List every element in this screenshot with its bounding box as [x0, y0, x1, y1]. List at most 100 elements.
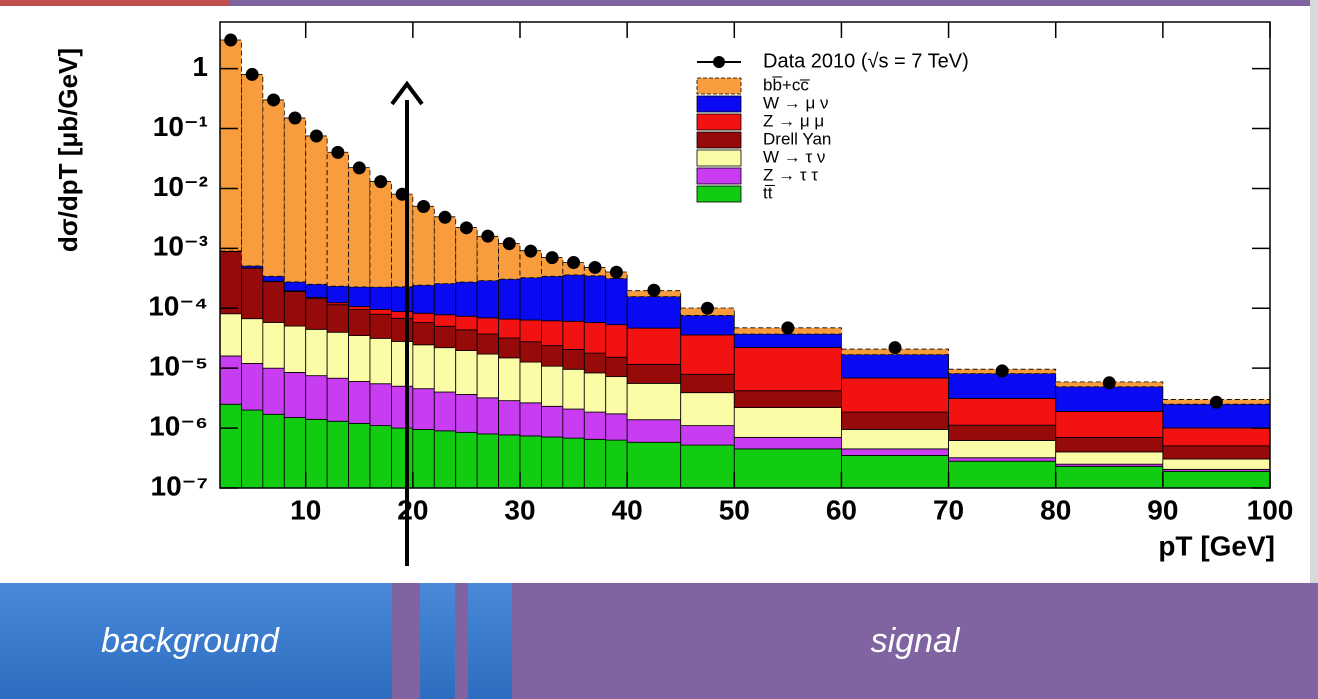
x-tick-label: 30 — [504, 494, 535, 525]
data-point — [888, 341, 902, 355]
histogram-bar — [433, 283, 457, 316]
legend-label: Data 2010 (√s = 7 TeV) — [763, 50, 969, 72]
histogram-bar — [262, 322, 285, 369]
histogram-bar — [605, 356, 628, 378]
histogram-bar — [583, 275, 607, 323]
histogram-bar — [841, 429, 949, 450]
histogram-bar — [583, 372, 607, 413]
histogram-bar — [305, 135, 328, 285]
histogram-bar — [283, 325, 307, 373]
x-tick-label: 90 — [1147, 494, 1178, 525]
stripe — [468, 583, 512, 699]
data-point — [502, 237, 516, 251]
data-point — [374, 175, 388, 189]
histogram-bar — [412, 322, 435, 346]
histogram-bar — [519, 361, 542, 404]
x-tick-label: 80 — [1040, 494, 1071, 525]
histogram-bar — [283, 281, 307, 292]
y-tick-label: 10⁻⁷ — [151, 470, 208, 501]
histogram-bar — [262, 99, 285, 277]
histogram-bar — [455, 315, 478, 331]
histogram-bar — [605, 278, 628, 326]
histogram-bar — [948, 457, 1057, 462]
histogram-bar — [1055, 436, 1164, 453]
legend-marker — [713, 56, 725, 68]
data-point — [267, 93, 281, 107]
legend-swatch — [696, 149, 742, 167]
legend-swatch — [696, 95, 742, 113]
data-point — [1209, 395, 1223, 409]
histogram-bar — [605, 376, 628, 415]
histogram-bar — [680, 334, 735, 375]
histogram-bar — [948, 398, 1057, 426]
histogram-bar — [262, 413, 285, 488]
data-point — [588, 260, 602, 274]
histogram-bar — [476, 333, 499, 355]
histogram-bar — [476, 353, 499, 399]
histogram-bar — [476, 397, 499, 435]
histogram-bar — [541, 345, 564, 367]
y-tick-label: 10⁻² — [153, 171, 208, 202]
histogram-bar — [391, 340, 414, 387]
histogram-bar — [455, 227, 478, 283]
legend-swatch — [696, 167, 742, 185]
histogram-bar — [369, 337, 392, 385]
x-tick-label: 40 — [612, 494, 643, 525]
data-point — [224, 33, 238, 47]
histogram-bar — [1055, 451, 1164, 465]
histogram-bar — [326, 285, 349, 304]
histogram-bar — [948, 460, 1057, 488]
histogram-bar — [262, 367, 285, 415]
histogram-bar — [562, 368, 585, 410]
histogram-bar — [841, 455, 949, 488]
histogram-bar — [283, 291, 307, 327]
histogram-bar — [326, 304, 349, 333]
histogram-bar — [1055, 386, 1164, 412]
histogram-bar — [369, 425, 392, 488]
histogram-bar — [498, 337, 521, 359]
histogram-bar — [498, 318, 521, 339]
histogram-bar — [262, 275, 285, 282]
histogram-bar — [680, 425, 735, 446]
x-axis-label: pT [GeV] — [1158, 530, 1275, 561]
histogram-bar — [1162, 427, 1270, 447]
histogram-bar — [541, 320, 564, 347]
legend-swatch — [696, 131, 742, 149]
histogram-bar — [220, 355, 242, 405]
legend-swatch — [696, 113, 742, 131]
y-axis-label: dσ/dpT [μb/GeV] — [53, 48, 83, 252]
data-point — [352, 161, 366, 175]
x-tick-label: 60 — [826, 494, 857, 525]
x-tick-label: 70 — [933, 494, 964, 525]
histogram-bar — [841, 354, 949, 379]
histogram-bar — [241, 318, 264, 364]
histogram-bar — [391, 311, 414, 319]
data-point — [609, 265, 623, 279]
histogram-bar — [220, 313, 242, 357]
histogram-bar — [412, 312, 435, 324]
histogram-bar — [626, 363, 682, 384]
histogram-bar — [733, 436, 842, 450]
background-label: background — [101, 622, 279, 660]
histogram-bar — [433, 391, 457, 432]
data-point — [781, 321, 795, 335]
histogram-bar — [369, 313, 392, 339]
x-tick-label: 10 — [290, 494, 321, 525]
histogram-bar — [369, 383, 392, 427]
histogram-bar — [519, 341, 542, 363]
chart: dσ/dpT [μb/GeV] pT [GeV] 10⁻⁷ 10⁻⁶ 10⁻⁵ 10⁻… — [52, 21, 1294, 566]
histogram-bar — [455, 281, 478, 317]
plot-area — [220, 33, 1270, 488]
histogram-bar — [1162, 445, 1270, 460]
histogram-bar — [433, 216, 457, 285]
histogram-bar — [519, 402, 542, 437]
legend-label: W → μ ν — [763, 93, 829, 112]
histogram-bar — [283, 117, 307, 283]
data-point — [567, 256, 581, 270]
histogram-bar — [433, 347, 457, 393]
data-point — [309, 129, 323, 143]
histogram-bar — [305, 298, 328, 330]
histogram-bar — [519, 319, 542, 343]
histogram-bar — [733, 407, 842, 438]
histogram-bar — [733, 333, 842, 348]
